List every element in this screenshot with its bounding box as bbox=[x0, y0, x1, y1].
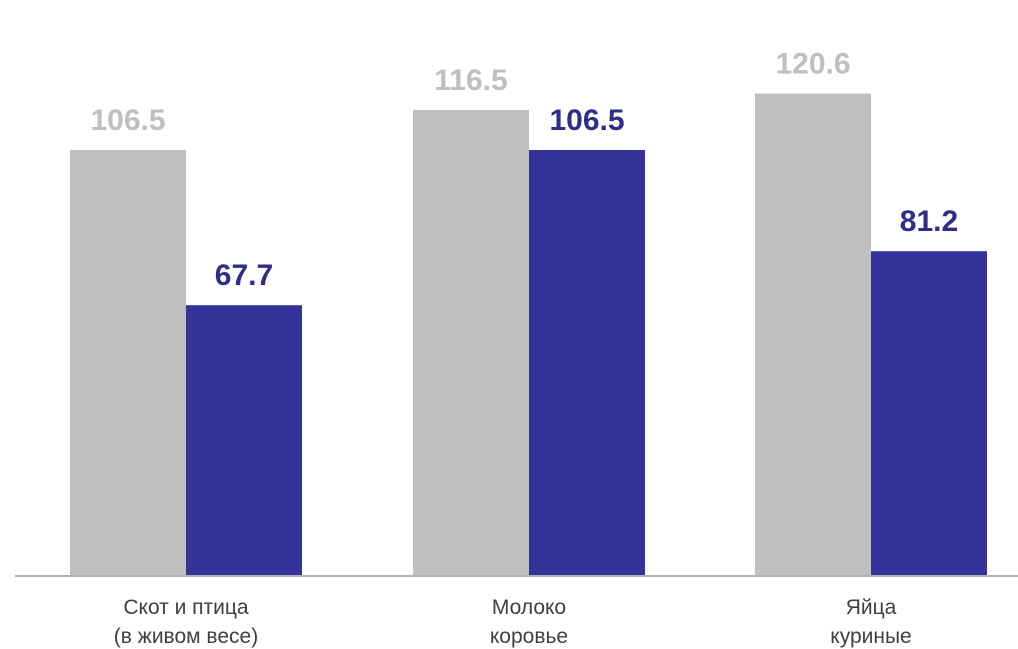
category-label-1-line-1: Скот и птица bbox=[123, 596, 249, 619]
data-label-series-1-cat-2: 116.5 bbox=[434, 64, 507, 97]
category-label-2-line-1: Молоко bbox=[492, 596, 566, 619]
category-label-3-line-2: куриные bbox=[830, 625, 911, 648]
bars-layer bbox=[70, 93, 987, 576]
bar-series-2-cat-1 bbox=[186, 305, 302, 576]
bar-series-1-cat-1 bbox=[70, 150, 186, 576]
data-label-series-2-cat-2: 106.5 bbox=[549, 104, 624, 137]
data-label-series-1-cat-3: 120.6 bbox=[775, 48, 850, 81]
bar-series-2-cat-2 bbox=[529, 150, 645, 576]
bar-series-1-cat-2 bbox=[413, 110, 529, 576]
category-label-1-line-2: (в живом весе) bbox=[114, 625, 258, 648]
bar-series-1-cat-3 bbox=[755, 93, 871, 576]
data-label-series-2-cat-3: 81.2 bbox=[900, 205, 958, 238]
category-label-3-line-1: Яйца bbox=[846, 596, 897, 619]
value-labels-layer: 106.5 67.7 116.5 106.5 120.6 81.2 bbox=[90, 48, 958, 293]
category-labels-layer: Скот и птица (в живом весе) Молоко коровье Я… bbox=[114, 596, 912, 648]
bar-series-2-cat-3 bbox=[871, 251, 987, 576]
data-label-series-1-cat-1: 106.5 bbox=[90, 104, 165, 137]
data-label-series-2-cat-1: 67.7 bbox=[215, 259, 273, 292]
category-label-2-line-2: коровье bbox=[490, 625, 568, 648]
